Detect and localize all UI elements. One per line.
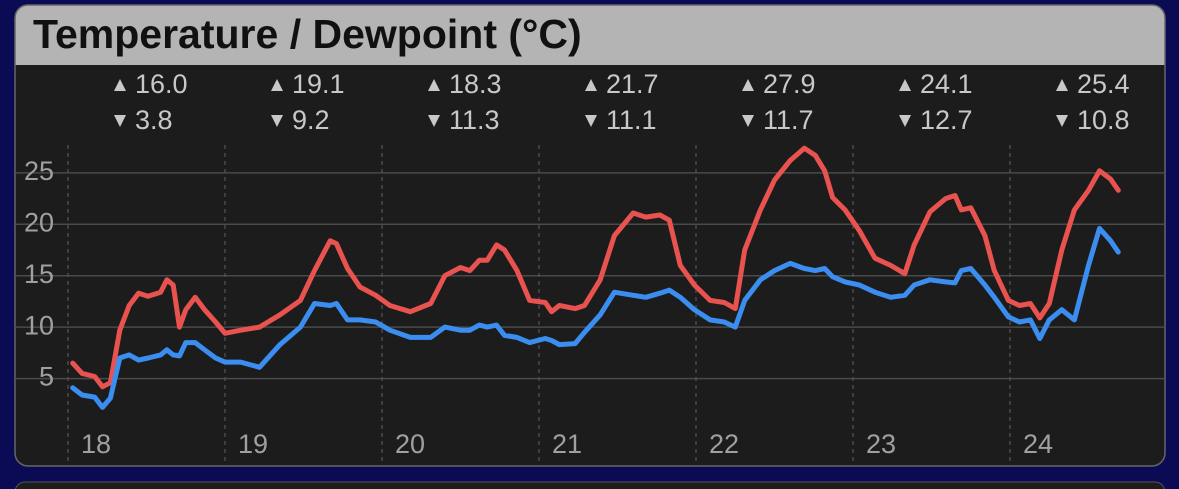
high-icon	[114, 79, 126, 91]
daily-high: 19.1	[292, 69, 345, 99]
high-icon	[742, 79, 754, 91]
daily-low: 3.8	[135, 105, 173, 135]
x-tick-label: 22	[709, 429, 739, 459]
high-icon	[1056, 79, 1068, 91]
daily-high: 24.1	[920, 69, 973, 99]
daily-high: 27.9	[763, 69, 816, 99]
daily-low: 9.2	[292, 105, 330, 135]
low-icon	[271, 115, 283, 127]
high-icon	[271, 79, 283, 91]
y-tick-label: 15	[24, 259, 54, 289]
daily-high: 25.4	[1077, 69, 1130, 99]
x-tick-label: 24	[1023, 429, 1053, 459]
low-icon	[1056, 115, 1068, 127]
daily-high: 21.7	[606, 69, 659, 99]
series-line	[70, 225, 1121, 410]
daily-low: 11.1	[606, 105, 657, 135]
high-icon	[428, 79, 440, 91]
high-icon	[585, 79, 597, 91]
low-icon	[585, 115, 597, 127]
x-tick-label: 23	[866, 429, 896, 459]
x-tick-label: 19	[238, 429, 268, 459]
chart-title: Temperature / Dewpoint (°C)	[33, 11, 582, 57]
low-icon	[899, 115, 911, 127]
daily-low: 11.3	[449, 105, 500, 135]
daily-low: 12.7	[920, 105, 973, 135]
low-icon	[114, 115, 126, 127]
next-panel	[14, 481, 1166, 489]
y-tick-label: 5	[39, 362, 54, 392]
daily-low: 11.7	[763, 105, 814, 135]
daily-low: 10.8	[1077, 105, 1130, 135]
daily-high: 18.3	[449, 69, 502, 99]
plot: 5 10 15 20 25 18 19 20 21 22 23 24 16.0 19.1 18.3 21.7 2…	[15, 69, 1165, 462]
low-icon	[428, 115, 440, 127]
series-line	[70, 145, 1121, 390]
daily-high: 16.0	[135, 69, 188, 99]
title-bar	[15, 5, 1165, 65]
low-icon	[742, 115, 754, 127]
x-tick-label: 20	[395, 429, 425, 459]
panel-border	[14, 4, 1166, 467]
high-icon	[899, 79, 911, 91]
x-tick-label: 18	[81, 429, 111, 459]
y-tick-label: 20	[24, 207, 54, 237]
y-tick-label: 25	[24, 156, 54, 186]
x-tick-label: 21	[552, 429, 582, 459]
y-tick-label: 10	[24, 310, 54, 340]
